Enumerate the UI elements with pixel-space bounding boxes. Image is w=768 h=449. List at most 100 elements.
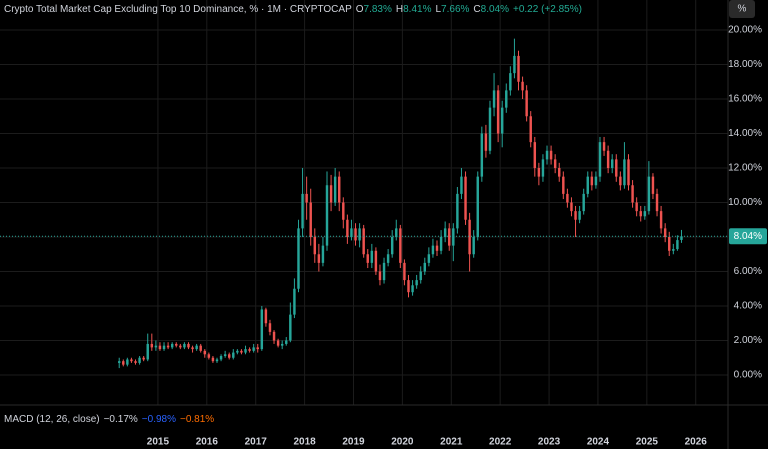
candle-body — [158, 345, 162, 350]
candle-body — [460, 176, 463, 194]
candle-body — [505, 90, 508, 108]
candle-body — [606, 150, 610, 169]
candle-body — [215, 359, 219, 362]
candle-body — [195, 345, 198, 350]
candle-body — [211, 357, 215, 362]
x-tick-label: 2019 — [342, 437, 365, 448]
candle-body — [399, 228, 402, 263]
candle-body — [386, 254, 390, 263]
candle-body — [374, 250, 378, 272]
candle-body — [456, 193, 459, 229]
candle-body — [187, 343, 190, 348]
candle-body — [476, 176, 479, 237]
candle-body — [150, 343, 154, 348]
candle-body — [411, 285, 414, 293]
candle-body — [117, 361, 121, 363]
y-tick-label: 2.00% — [734, 335, 762, 346]
change: +0.22 (+2.85%) — [513, 4, 582, 15]
candle-body — [513, 55, 516, 74]
candle-body — [484, 133, 488, 151]
x-tick-label: 2023 — [538, 437, 561, 448]
candle-body — [232, 352, 235, 358]
c: C — [473, 4, 480, 15]
candle-body — [338, 176, 341, 203]
candle-body — [134, 361, 137, 363]
candle-body — [407, 280, 410, 293]
candle-body — [672, 249, 675, 251]
candle-body — [668, 236, 671, 251]
candle-body — [452, 228, 455, 246]
candles — [0, 38, 728, 369]
x-tick-label: 2024 — [587, 437, 610, 448]
h: H — [396, 4, 403, 15]
x-tick-label: 2018 — [293, 437, 316, 448]
candle-body — [162, 345, 166, 350]
candle-body — [431, 245, 435, 255]
candle-body — [358, 228, 361, 241]
candle-body — [574, 211, 577, 220]
candle-body — [346, 219, 349, 237]
x-tick-label: 2025 — [636, 437, 659, 448]
candle-body — [154, 345, 158, 348]
candle-body — [500, 107, 504, 134]
candle-body — [293, 288, 296, 315]
candle-body — [525, 90, 528, 117]
candle-body — [439, 236, 443, 251]
unit-button-label[interactable]: % — [738, 4, 747, 15]
histogram-value: −0.81% — [180, 414, 214, 425]
candle-body — [272, 331, 276, 341]
candle-body — [166, 345, 170, 348]
candle-body — [403, 262, 406, 281]
candle-body — [427, 254, 431, 263]
o-value: 7.83% — [364, 4, 392, 15]
candle-body — [663, 228, 667, 237]
candle-body — [443, 228, 447, 237]
y-tick-label: 16.00% — [728, 94, 762, 105]
candle-body — [553, 159, 557, 169]
candle-body — [362, 228, 365, 255]
signal-value: −0.98% — [142, 414, 176, 425]
candle-body — [492, 90, 496, 108]
l: L — [435, 4, 441, 15]
candle-body — [350, 228, 353, 237]
candle-body — [289, 314, 292, 341]
candle-body — [496, 90, 500, 134]
x-tick-label: 2021 — [440, 437, 463, 448]
candle-body — [301, 193, 304, 229]
candle-body — [651, 176, 655, 194]
x-tick-label: 2017 — [245, 437, 268, 448]
c-value: 8.04% — [481, 4, 509, 15]
candle-body — [325, 185, 329, 246]
macd-title: MACD (12, 26, close) — [4, 414, 100, 425]
candle-body — [305, 193, 308, 203]
y-tick-label: 20.00% — [728, 25, 762, 36]
candle-body — [382, 262, 386, 281]
grid — [0, 0, 728, 405]
candle-body — [170, 343, 174, 348]
l-value: 7.66% — [441, 4, 469, 15]
candle-body — [533, 142, 537, 169]
candle-body — [309, 202, 312, 237]
macd-value: −0.17% — [104, 414, 138, 425]
candle-body — [549, 150, 553, 160]
y-tick-label: 0.00% — [734, 370, 762, 381]
candle-body — [480, 133, 484, 177]
last-price-box — [729, 228, 767, 245]
candle-body — [130, 359, 133, 362]
candle-body — [472, 236, 475, 255]
legend: Crypto Total Market Cap Excluding Top 10… — [4, 4, 582, 15]
candle-body — [647, 176, 651, 212]
unit-button[interactable] — [729, 0, 755, 18]
candle-body — [285, 340, 288, 344]
y-tick-label: 4.00% — [734, 301, 762, 312]
candle-body — [488, 107, 492, 151]
y-tick-label: 6.00% — [734, 266, 762, 277]
candle-body — [223, 354, 227, 357]
candle-body — [313, 236, 317, 255]
candle-body — [521, 81, 524, 91]
candle-body — [175, 343, 178, 346]
candle-body — [199, 345, 202, 351]
candle-body — [240, 350, 243, 353]
candle-body — [448, 228, 451, 246]
candle-body — [142, 357, 145, 360]
